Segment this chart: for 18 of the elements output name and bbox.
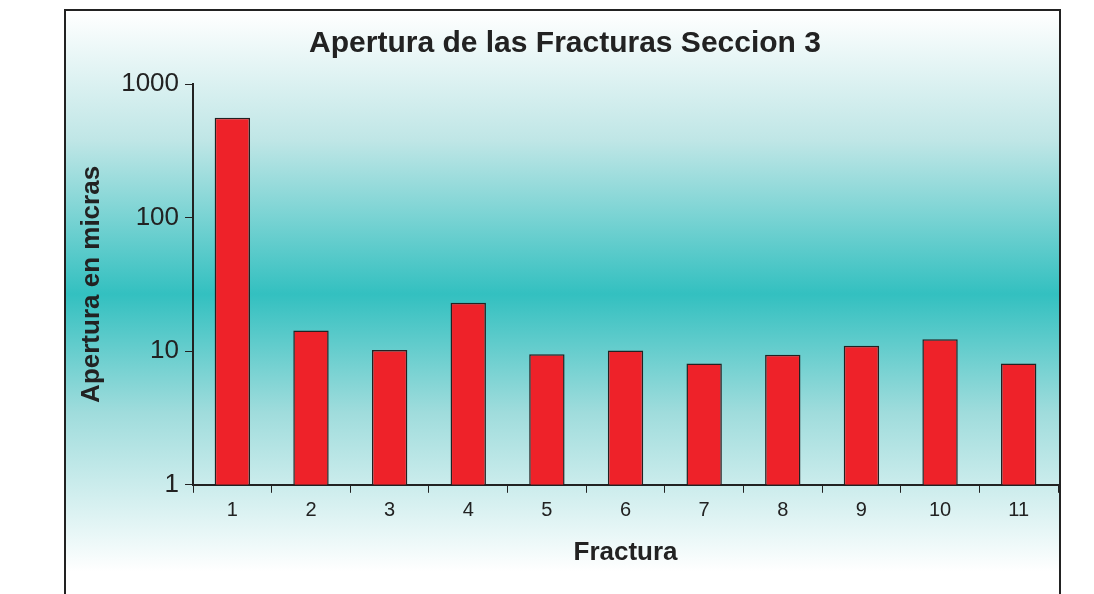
x-axis-title: Fractura <box>573 535 679 566</box>
x-tick-label: 3 <box>384 498 396 521</box>
y-tick-label: 100 <box>135 200 180 231</box>
x-tick-label: 6 <box>619 498 632 521</box>
x-tick-label: 11 <box>1008 498 1030 521</box>
x-tick-label: 4 <box>462 498 474 521</box>
y-tick-label: 1000 <box>121 67 180 98</box>
y-tick-label: 1 <box>164 467 180 498</box>
x-tick-label: 1 <box>226 498 238 521</box>
chart-title: Apertura de las Fracturas Seccion 3 <box>309 25 821 59</box>
x-tick-label: 5 <box>541 498 553 521</box>
y-tick-label: 10 <box>150 334 180 365</box>
x-tick-label: 10 <box>928 498 952 521</box>
x-tick-label: 8 <box>777 498 789 521</box>
x-tick-label: 9 <box>855 498 867 521</box>
x-tick-label: 2 <box>305 498 317 521</box>
y-axis-title: Apertura en micras <box>74 165 105 403</box>
x-tick-label: 7 <box>698 498 710 521</box>
